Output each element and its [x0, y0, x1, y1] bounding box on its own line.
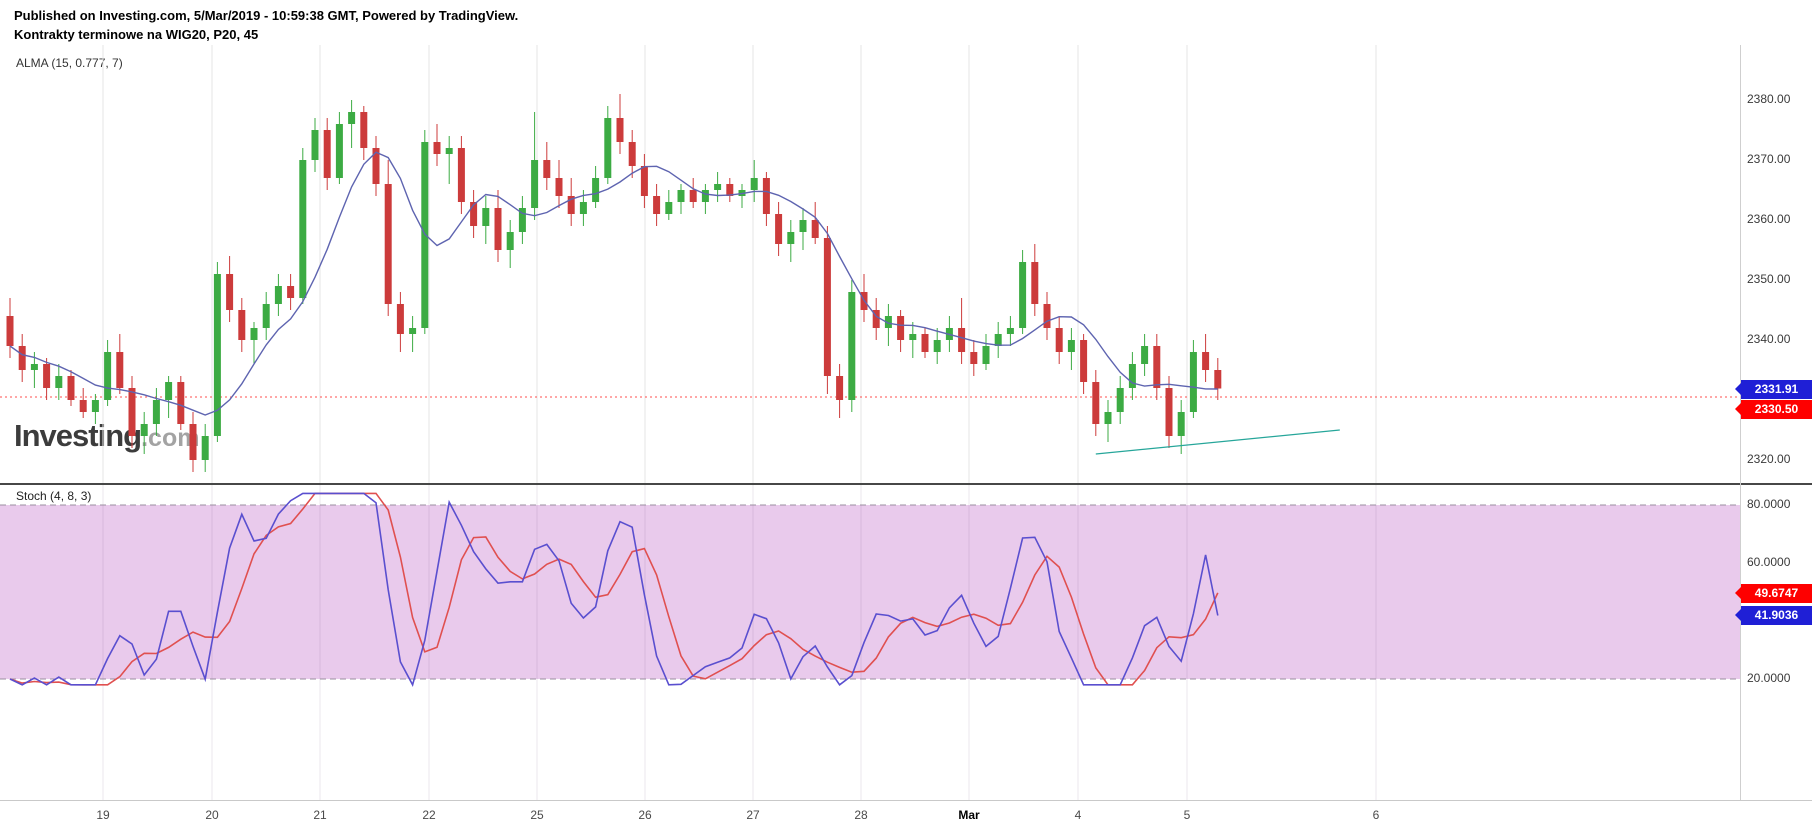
time-axis-label: 21 [313, 808, 327, 822]
price-tick-label: 2370.00 [1747, 152, 1791, 166]
price-axis-separator [1740, 45, 1741, 800]
investing-watermark: Investing.com [14, 418, 199, 454]
time-axis-label: 20 [205, 808, 219, 822]
instrument-title: Kontrakty terminowe na WIG20, P20, 45 [14, 27, 259, 42]
main-price-chart-pane[interactable] [0, 45, 1812, 486]
panel-divider[interactable] [0, 483, 1812, 485]
stoch-tick-label: 80.0000 [1747, 497, 1791, 511]
time-axis-label: 28 [854, 808, 868, 822]
time-axis-label: 25 [530, 808, 544, 822]
time-axis-label: 22 [422, 808, 436, 822]
time-axis-label: Mar [958, 808, 980, 822]
time-axis-separator [0, 800, 1812, 801]
time-axis-label: 26 [638, 808, 652, 822]
published-line: Published on Investing.com, 5/Mar/2019 -… [14, 8, 519, 23]
time-axis-label: 19 [96, 808, 110, 822]
price-tick-label: 2360.00 [1747, 212, 1791, 226]
stoch-d-value-badge: 49.6747 [1735, 583, 1812, 603]
prev-close-badge: 2330.50 [1735, 399, 1812, 419]
time-axis-label: 27 [746, 808, 760, 822]
stoch-k-value-badge: 41.9036 [1735, 606, 1812, 626]
last-price-badge: 2331.91 [1735, 379, 1812, 399]
alma-indicator-label[interactable]: ALMA (15, 0.777, 7) [16, 56, 123, 70]
stoch-indicator-label[interactable]: Stoch (4, 8, 3) [16, 489, 92, 503]
price-tick-label: 2340.00 [1747, 332, 1791, 346]
watermark-investing-text: Investing [14, 418, 142, 453]
stoch-chart-pane[interactable] [0, 486, 1812, 800]
time-axis-label: 4 [1074, 808, 1082, 822]
stoch-tick-label: 20.0000 [1747, 671, 1791, 685]
time-axis-label: 5 [1183, 808, 1191, 822]
stoch-tick-label: 60.0000 [1747, 555, 1791, 569]
time-axis-label: 6 [1372, 808, 1380, 822]
price-tick-label: 2350.00 [1747, 272, 1791, 286]
price-tick-label: 2380.00 [1747, 92, 1791, 106]
price-tick-label: 2320.00 [1747, 452, 1791, 466]
